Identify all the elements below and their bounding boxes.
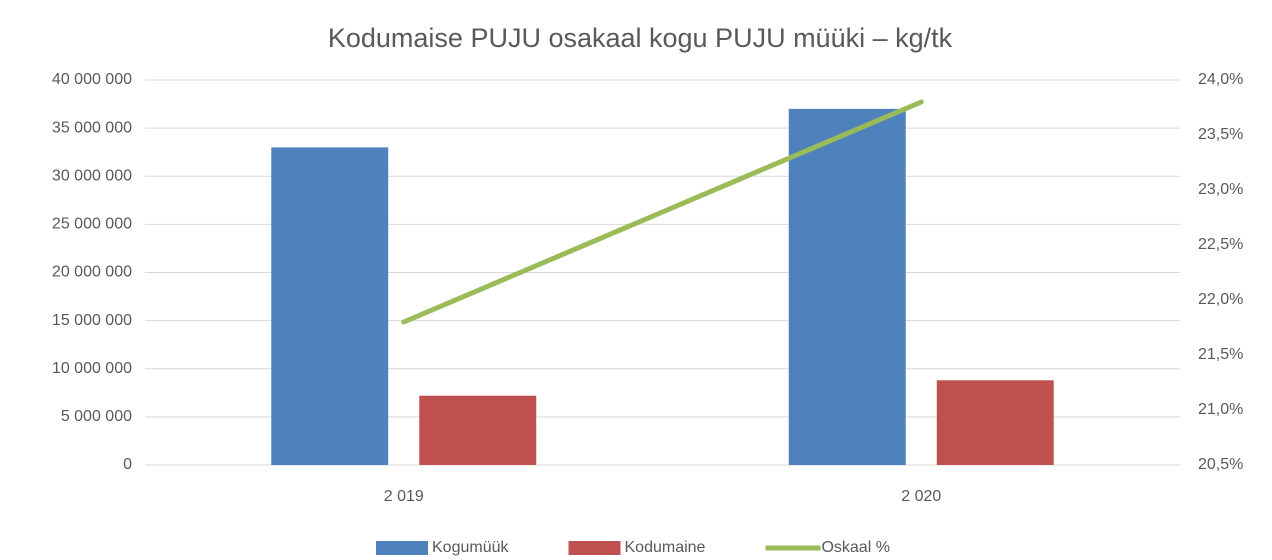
bar xyxy=(271,147,389,465)
y-tick-label: 35 000 000 xyxy=(52,119,132,136)
line xyxy=(401,99,924,325)
bar xyxy=(419,395,537,465)
legend-label: Kogumüük xyxy=(432,539,509,556)
legend-swatch xyxy=(568,541,621,555)
y-tick-label: 5 000 000 xyxy=(61,408,132,425)
legend-label: Oskaal % xyxy=(821,539,889,556)
y-tick-label: 15 000 000 xyxy=(52,312,132,329)
chart-title: Kodumaise PUJU osakaal kogu PUJU müüki –… xyxy=(328,23,953,53)
bar xyxy=(936,380,1054,465)
y-tick-label: 25 000 000 xyxy=(52,216,132,233)
y-tick-label: 40 000 000 xyxy=(52,71,132,88)
bar xyxy=(788,108,906,465)
y2-tick-label: 23,0% xyxy=(1198,181,1243,198)
y2-tick-label: 21,5% xyxy=(1198,346,1243,363)
y-tick-label: 10 000 000 xyxy=(52,360,132,377)
y2-tick-label: 22,0% xyxy=(1198,291,1243,308)
x-tick-label: 2 020 xyxy=(901,488,941,505)
legend-swatch xyxy=(376,541,428,555)
y2-tick-label: 21,0% xyxy=(1198,401,1243,418)
y2-tick-label: 22,5% xyxy=(1198,236,1243,253)
y2-tick-label: 23,5% xyxy=(1198,126,1243,143)
y2-tick-label: 24,0% xyxy=(1198,71,1243,88)
x-tick-label: 2 019 xyxy=(384,488,424,505)
y-tick-label: 30 000 000 xyxy=(52,167,132,184)
y-tick-label: 20 000 000 xyxy=(52,264,132,281)
y2-tick-label: 20,5% xyxy=(1198,456,1243,473)
y-tick-label: 0 xyxy=(123,456,132,473)
legend-label: Kodumaine xyxy=(625,539,706,556)
